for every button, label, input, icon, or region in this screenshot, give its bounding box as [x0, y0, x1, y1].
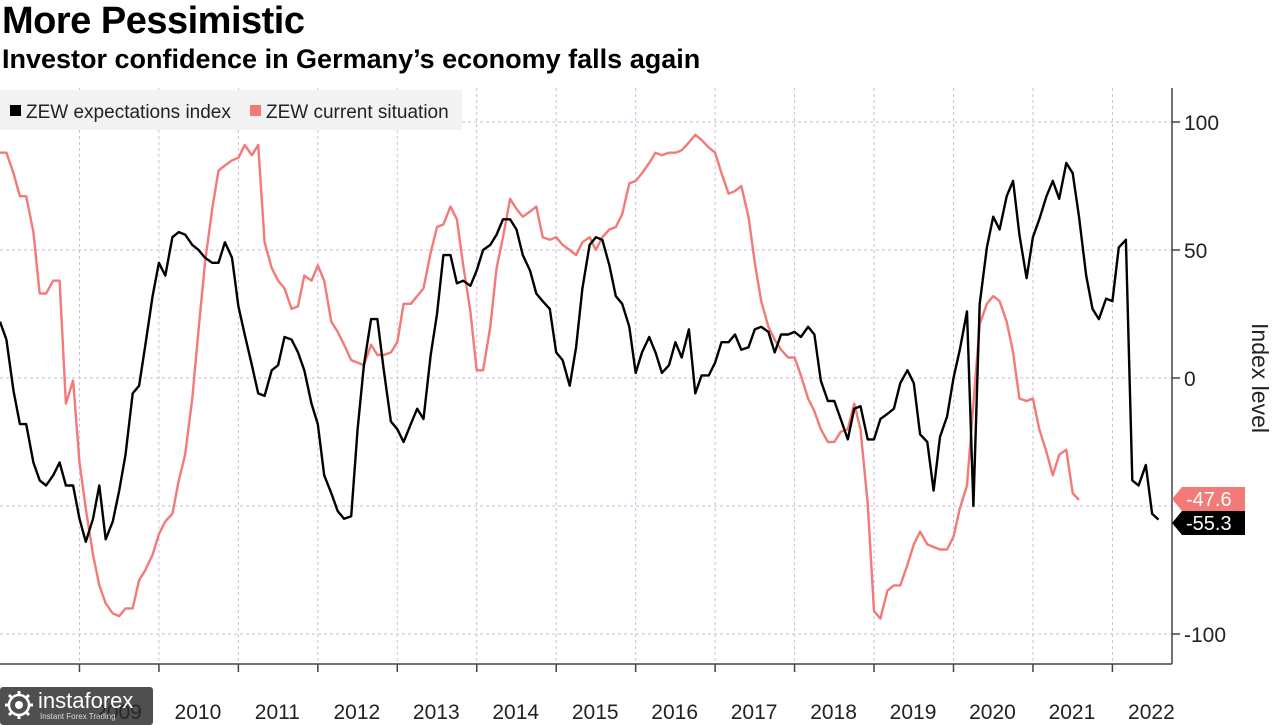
- y-axis-label: Index level: [1247, 323, 1273, 433]
- series-line-expectations: [0, 161, 1160, 543]
- y-tick-label: -100: [1184, 624, 1226, 647]
- x-tick-label: 2021: [1049, 701, 1096, 724]
- x-tick-label: 2016: [651, 701, 698, 724]
- axes: [0, 88, 1173, 665]
- legend-swatch-current: [250, 105, 261, 116]
- series-lines: [0, 133, 1160, 620]
- series-line-current: [0, 133, 1080, 620]
- x-tick-label: 2011: [255, 701, 300, 724]
- legend-label-current: ZEW current situation: [266, 102, 449, 123]
- x-tick-label: 2020: [969, 701, 1016, 724]
- x-tick-label: 2015: [572, 701, 619, 724]
- last-value-badge-current-text: -47.6: [1186, 489, 1232, 511]
- watermark-name: instaforex: [38, 688, 134, 713]
- x-tick-label: 2013: [413, 701, 460, 724]
- legend: ZEW expectations index ZEW current situa…: [0, 90, 462, 130]
- x-tick-label: 2014: [492, 701, 539, 724]
- x-tick-label: 2012: [333, 701, 380, 724]
- legend-label-expectations: ZEW expectations index: [26, 102, 231, 123]
- y-tick-label: 0: [1184, 368, 1196, 391]
- x-tick-label: 2017: [731, 701, 778, 724]
- y-tick-label: 100: [1184, 112, 1219, 135]
- instaforex-logo-icon: [5, 691, 33, 719]
- chart-title: More Pessimistic: [2, 0, 305, 42]
- chart-subtitle: Investor confidence in Germany’s economy…: [2, 44, 701, 74]
- gridlines: 100500-100200920102011201220132014201520…: [0, 88, 1226, 724]
- legend-box: [0, 90, 462, 130]
- x-tick-label: 2022: [1128, 701, 1175, 724]
- legend-swatch-expectations: [10, 105, 21, 116]
- x-tick-label: 2019: [890, 701, 937, 724]
- last-value-badges: -47.6-55.3: [1172, 487, 1245, 535]
- last-value-badge-expectations-shape: [1172, 511, 1245, 535]
- watermark-tagline: Instant Forex Trading: [40, 712, 116, 721]
- x-tick-label: 2010: [175, 701, 222, 724]
- x-tick-label: 2018: [810, 701, 857, 724]
- last-value-badge-expectations-text: -55.3: [1186, 513, 1232, 535]
- y-tick-label: 50: [1184, 240, 1207, 263]
- last-value-badge-current-shape: [1172, 487, 1245, 511]
- watermark-logo: instaforex Instant Forex Trading: [0, 687, 153, 725]
